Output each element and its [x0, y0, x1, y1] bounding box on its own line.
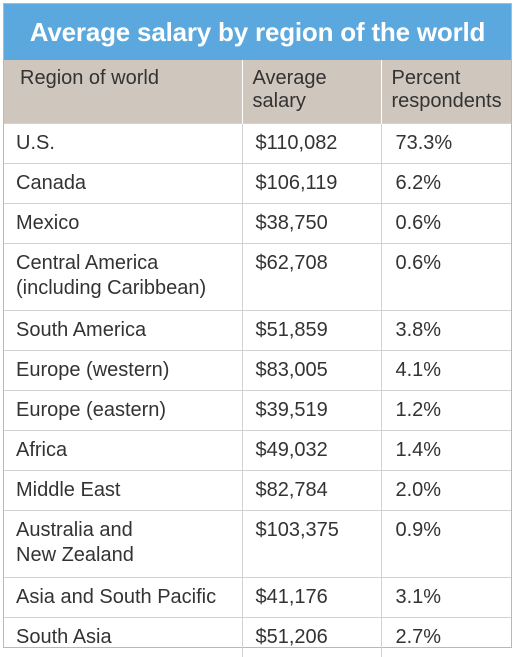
salary-cell: $51,206: [242, 618, 381, 657]
percent-cell: 4.1%: [381, 351, 511, 391]
region-cell: South Asia: [4, 618, 242, 657]
percent-cell: 2.7%: [381, 618, 511, 657]
region-cell: Central America (including Caribbean): [4, 244, 242, 311]
salary-cell: $51,859: [242, 311, 381, 351]
region-cell: U.S.: [4, 124, 242, 164]
region-cell: Africa: [4, 431, 242, 471]
region-cell: Mexico: [4, 204, 242, 244]
region-cell: Europe (eastern): [4, 391, 242, 431]
salary-cell: $49,032: [242, 431, 381, 471]
percent-cell: 2.0%: [381, 471, 511, 511]
salary-cell: $38,750: [242, 204, 381, 244]
percent-cell: 0.6%: [381, 244, 511, 311]
salary-cell: $83,005: [242, 351, 381, 391]
salary-table-card: Average salary by region of the world Re…: [3, 3, 512, 648]
salary-cell: $39,519: [242, 391, 381, 431]
percent-cell: 6.2%: [381, 164, 511, 204]
percent-cell: 3.1%: [381, 578, 511, 618]
region-cell: Australia and New Zealand: [4, 511, 242, 578]
percent-cell: 1.4%: [381, 431, 511, 471]
salary-cell: $82,784: [242, 471, 381, 511]
region-cell: Middle East: [4, 471, 242, 511]
percent-cell: 73.3%: [381, 124, 511, 164]
salary-cell: $41,176: [242, 578, 381, 618]
region-cell: Asia and South Pacific: [4, 578, 242, 618]
salary-table: Region of world Average salary Percent r…: [4, 60, 511, 657]
header-row: Region of world Average salary Percent r…: [4, 60, 511, 124]
column-header-percent: Percent respondents: [381, 60, 511, 124]
table-title: Average salary by region of the world: [4, 4, 511, 60]
salary-cell: $110,082: [242, 124, 381, 164]
percent-cell: 1.2%: [381, 391, 511, 431]
region-cell: Canada: [4, 164, 242, 204]
region-cell: Europe (western): [4, 351, 242, 391]
column-header-region: Region of world: [4, 60, 242, 124]
percent-cell: 0.9%: [381, 511, 511, 578]
percent-cell: 0.6%: [381, 204, 511, 244]
salary-cell: $106,119: [242, 164, 381, 204]
percent-cell: 3.8%: [381, 311, 511, 351]
column-header-salary: Average salary: [242, 60, 381, 124]
table-row: Central America (including Caribbean)$62…: [4, 244, 511, 311]
salary-cell: $103,375: [242, 511, 381, 578]
salary-cell: $62,708: [242, 244, 381, 311]
region-cell: South America: [4, 311, 242, 351]
